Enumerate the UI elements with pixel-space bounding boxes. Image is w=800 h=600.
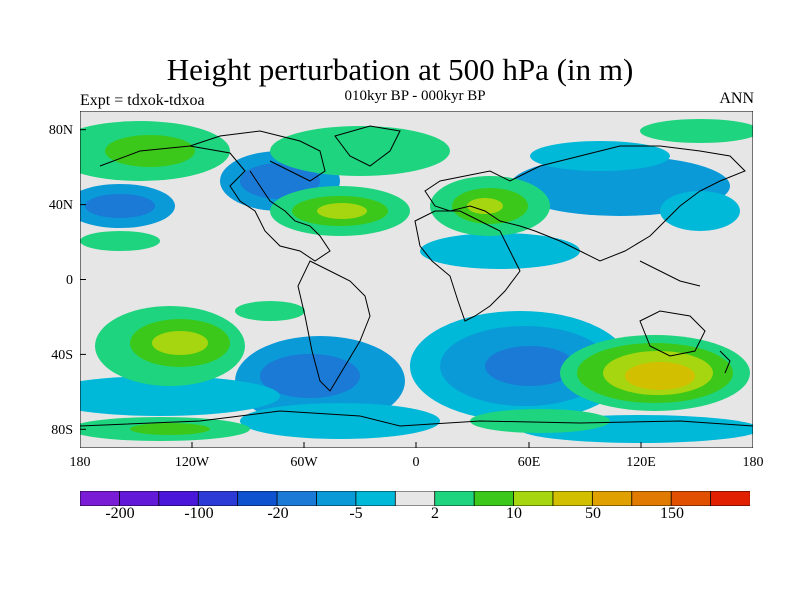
colorbar-swatch xyxy=(591,491,633,506)
colorbar-swatch xyxy=(552,491,594,506)
experiment-label: Expt = tdxok-tdxoa xyxy=(80,92,205,109)
lon-label-60e: 60E xyxy=(517,455,541,470)
colorbar xyxy=(80,491,750,506)
lon-label-0: 0 xyxy=(412,455,420,470)
colorbar-label: -20 xyxy=(267,505,289,522)
colorbar-label: -200 xyxy=(105,505,135,522)
colorbar-swatch xyxy=(276,491,318,506)
coastlines xyxy=(80,125,753,427)
colorbar-swatch xyxy=(237,491,278,506)
positive-anomaly-regions xyxy=(80,119,753,441)
height-perturbation-map xyxy=(80,111,753,448)
colorbar-label: -100 xyxy=(184,505,214,522)
colorbar-swatch xyxy=(670,491,712,506)
lat-label-40s: 40S xyxy=(51,348,73,363)
colorbar-swatch xyxy=(473,491,515,506)
lat-label-80n: 80N xyxy=(48,123,73,138)
season-label: ANN xyxy=(719,90,754,107)
colorbar-swatch xyxy=(316,491,357,506)
colorbar-swatch xyxy=(197,491,239,506)
lon-label-60w: 60W xyxy=(290,455,318,470)
colorbar-label: 2 xyxy=(431,505,439,522)
colorbar-swatch xyxy=(80,491,121,506)
lon-label-120e: 120E xyxy=(626,455,656,470)
colorbar-label: 150 xyxy=(660,505,684,522)
colorbar-swatch xyxy=(631,491,672,506)
colorbar-swatch xyxy=(355,491,396,506)
axis-ticks xyxy=(80,129,642,448)
lat-label-0: 0 xyxy=(66,273,73,288)
colorbar-swatch xyxy=(158,491,199,506)
plot-subtitle: 010kyr BP - 000kyr BP xyxy=(344,88,486,104)
lon-label-180e: 180 xyxy=(742,455,764,470)
colorbar-label: -5 xyxy=(349,505,363,522)
colorbar-swatch xyxy=(710,491,750,506)
colorbar-label: 50 xyxy=(585,505,601,522)
lon-label-180w: 180 xyxy=(69,455,91,470)
lat-label-80s: 80S xyxy=(51,423,73,438)
lat-label-40n: 40N xyxy=(48,198,73,213)
colorbar-swatch xyxy=(434,491,475,506)
colorbar-swatch xyxy=(513,491,554,506)
colorbar-label: 10 xyxy=(506,505,522,522)
colorbar-swatch xyxy=(119,491,160,506)
colorbar-swatch xyxy=(394,491,436,506)
plot-title: Height perturbation at 500 hPa (in m) xyxy=(166,52,634,87)
lon-label-120w: 120W xyxy=(174,455,210,470)
